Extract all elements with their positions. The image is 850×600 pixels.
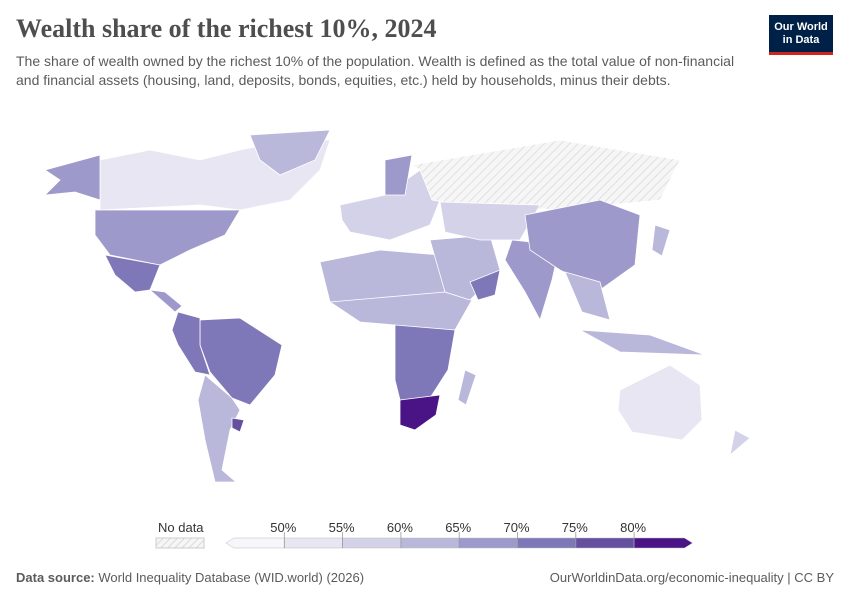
legend-tick-label: 50% [270,520,297,535]
region-uruguay[interactable] [231,417,245,433]
legend-tick-label: 70% [503,520,530,535]
region-andean[interactable] [171,311,211,376]
legend-tick-label: 65% [445,520,472,535]
region-china[interactable] [524,199,641,291]
region-mexico[interactable] [104,254,161,293]
legend-tick-label: 80% [620,520,647,535]
logo-line-1: Our World [774,20,828,33]
color-legend: No data 50% 55% 60% 65% 70% 75% 80% [0,510,850,555]
legend-tick-label: 60% [386,520,413,535]
region-new-zealand[interactable] [729,429,751,457]
region-southern-africa[interactable] [394,324,456,401]
legend-tick-label: 55% [328,520,355,535]
legend-bin[interactable] [633,537,693,549]
legend-no-data-label: No data [158,520,204,535]
source-label: Data source: [16,570,95,585]
legend-bin[interactable] [458,537,518,549]
region-madagascar[interactable] [457,369,477,406]
region-greenland[interactable] [249,129,331,176]
logo-line-2: in Data [782,33,820,46]
legend-bin[interactable] [225,537,285,549]
legend-scale [155,532,693,549]
chart-title: Wealth share of the richest 10%, 2024 [16,14,437,43]
region-southeast-asia[interactable] [564,271,611,321]
legend-bin[interactable] [575,537,635,549]
legend-bin[interactable] [517,537,577,549]
region-central-america[interactable] [148,289,183,313]
world-map [43,129,751,483]
region-oman[interactable] [469,269,501,301]
region-australia[interactable] [617,364,703,441]
legend-no-data-swatch[interactable] [155,537,205,549]
owid-logo[interactable]: Our World in Data [769,15,833,55]
region-japan[interactable] [651,224,671,257]
region-alaska[interactable] [43,154,101,201]
region-argentina-chile[interactable] [197,374,241,483]
data-source: Data source: World Inequality Database (… [16,570,364,585]
footer-url[interactable]: OurWorldinData.org/economic-inequality |… [549,570,834,585]
region-russia[interactable] [410,139,681,211]
legend-tick-label: 75% [561,520,588,535]
chart-subtitle: The share of wealth owned by the richest… [16,53,735,88]
legend-bin[interactable] [400,537,460,549]
region-central-asia[interactable] [439,201,541,241]
region-south-africa[interactable] [399,394,441,431]
legend-bin[interactable] [284,537,343,549]
region-indonesia[interactable] [579,329,706,356]
region-united-states[interactable] [94,209,241,266]
region-scandinavia[interactable] [384,154,413,196]
source-text[interactable]: World Inequality Database (WID.world) (2… [98,570,365,585]
legend-bin[interactable] [342,537,402,549]
